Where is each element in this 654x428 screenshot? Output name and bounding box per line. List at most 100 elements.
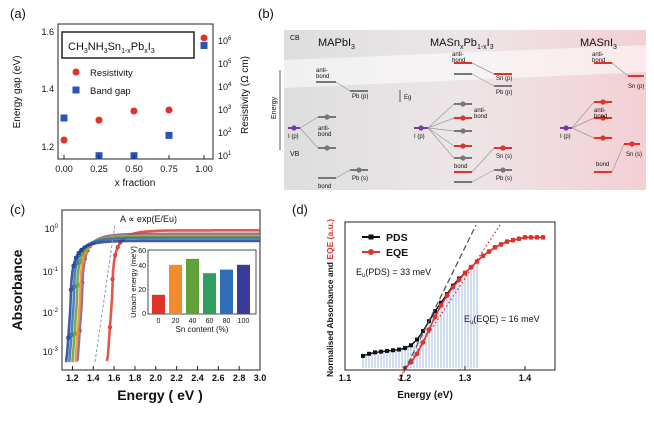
bandgap-band bbox=[284, 45, 646, 88]
a-xtick: 0.75 bbox=[160, 164, 178, 174]
urbach-annotation: A ∝ exp(E/Eu) bbox=[120, 214, 177, 224]
panel-a-xticks: 0.00 0.25 0.50 0.75 1.00 bbox=[55, 164, 213, 174]
inset-ylabel: Urbach energy (meV) bbox=[129, 246, 138, 318]
connector bbox=[611, 143, 625, 173]
connector bbox=[611, 62, 629, 77]
pb-s-label: Pb (s) bbox=[352, 176, 368, 182]
eqe-point bbox=[480, 253, 486, 259]
level-dot bbox=[356, 167, 362, 173]
pds-point bbox=[373, 350, 377, 355]
panel-d-letter: (d) bbox=[292, 202, 308, 217]
a-ytick-right: 101 bbox=[218, 151, 232, 161]
connector bbox=[427, 127, 455, 132]
c-ytick: 10-2 bbox=[43, 308, 59, 318]
level-dot bbox=[460, 128, 466, 134]
absorbance-point bbox=[113, 253, 118, 258]
sn-p-label: Sn (p) bbox=[628, 84, 644, 90]
eqe-point bbox=[510, 237, 516, 243]
bandgap-point bbox=[60, 114, 68, 122]
legend-resistivity-marker bbox=[72, 68, 80, 76]
bandgap-point bbox=[165, 131, 173, 139]
c-xtick: 3.0 bbox=[254, 373, 267, 383]
formula-text: CH3NH3Sn1-xPbxI3 bbox=[68, 41, 155, 55]
resistivity-point bbox=[60, 136, 68, 144]
pds-point bbox=[397, 347, 401, 352]
c-xtick: 1.2 bbox=[66, 373, 79, 383]
eqe-point bbox=[468, 264, 474, 270]
level-dot bbox=[460, 155, 466, 161]
energy-label: Energy bbox=[271, 96, 278, 119]
inset-ytick: 0 bbox=[142, 311, 146, 318]
inset-ytick: 20 bbox=[138, 287, 146, 294]
cb-label: CB bbox=[290, 35, 300, 42]
absorbance-point bbox=[73, 255, 79, 260]
urbach-fit-line bbox=[94, 223, 116, 363]
absorbance-point bbox=[66, 335, 71, 340]
antibond-label: anti- bbox=[474, 108, 486, 114]
antibond-label: bond bbox=[316, 74, 329, 80]
inset-ytick: 40 bbox=[138, 263, 146, 270]
eqe-point bbox=[540, 234, 546, 240]
connector bbox=[299, 127, 319, 149]
pds-point bbox=[379, 349, 383, 354]
bond-label: bond bbox=[454, 164, 467, 170]
inset-xtick: 100 bbox=[238, 318, 250, 325]
absorbance-point bbox=[76, 250, 81, 256]
i-p-label: I (p) bbox=[560, 134, 571, 140]
absorbance-curve bbox=[75, 232, 260, 362]
c-xtick: 2.8 bbox=[233, 373, 246, 383]
i-p-label: I (p) bbox=[414, 134, 425, 140]
urbach-inset: 0 20 40 60 80 100 Sn content (%) Urbach energ… bbox=[129, 246, 257, 334]
absorbance-point bbox=[107, 325, 113, 330]
urbach-bar bbox=[220, 269, 233, 314]
panel-b: (b) CB VB Energy MAPbI3 MASnxPb1-xI3 MAS… bbox=[258, 6, 646, 190]
panel-a-yticks-left: 1.2 1.4 1.6 bbox=[41, 27, 54, 152]
bond-label: bond bbox=[318, 184, 331, 190]
eqe-point bbox=[504, 239, 510, 245]
i-p-label: I (p) bbox=[288, 134, 299, 140]
a-xlabel: x fraction bbox=[115, 178, 156, 189]
connector bbox=[471, 62, 495, 75]
d-xtick: 1.1 bbox=[339, 373, 352, 383]
inset-ytick: 60 bbox=[138, 248, 146, 255]
pds-point bbox=[367, 351, 371, 356]
absorbance-point bbox=[115, 245, 120, 250]
eqe-urbach-annotation: Eu(EQE) = 16 meV bbox=[464, 314, 540, 326]
urbach-bar bbox=[203, 273, 216, 314]
panel-c: (c) A ∝ exp(E/Eu) 10-3 10-2 10-1 100 Abs… bbox=[9, 202, 266, 403]
pds-fit-line bbox=[399, 224, 477, 381]
legend-pds-label: PDS bbox=[386, 232, 408, 244]
a-xtick: 0.50 bbox=[125, 164, 143, 174]
a-ytick-right: 102 bbox=[218, 128, 232, 138]
pds-point bbox=[409, 343, 413, 348]
pb-s-label: Pb (s) bbox=[496, 176, 512, 182]
bond-label: bond bbox=[596, 162, 609, 168]
antibond-label: bond bbox=[474, 114, 487, 120]
eqe-point bbox=[438, 303, 444, 308]
a-ytick-left: 1.4 bbox=[41, 84, 54, 94]
antibond-label: anti- bbox=[592, 52, 604, 58]
level-dot bbox=[600, 135, 606, 141]
legend-pds-marker bbox=[368, 234, 374, 240]
panel-d: (d) PDS EQE Eu(PDS) = 33 meV Eu(EQE) = 1… bbox=[292, 202, 556, 401]
level-dot bbox=[600, 99, 606, 105]
legend-eqe-label: EQE bbox=[386, 247, 408, 259]
level-dot bbox=[460, 115, 466, 121]
d-ylabel: Normalised Absorbance and EQE (a.u.) bbox=[325, 219, 335, 377]
eqe-point bbox=[450, 284, 456, 290]
sn-p-label: Sn (p) bbox=[496, 76, 512, 82]
eqe-point bbox=[498, 242, 504, 247]
pds-point bbox=[433, 309, 437, 314]
eqe-point bbox=[414, 351, 420, 357]
connector bbox=[571, 127, 595, 139]
inset-bars bbox=[152, 258, 250, 314]
connector bbox=[471, 147, 495, 173]
antibond-label: anti- bbox=[318, 126, 330, 132]
urbach-bar bbox=[186, 258, 199, 314]
absorbance-curve bbox=[68, 236, 260, 363]
legend-bandgap-label: Band gap bbox=[90, 86, 131, 97]
inset-xlabel: Sn content (%) bbox=[176, 325, 229, 334]
connector bbox=[299, 116, 319, 129]
panel-a: (a) CH3NH3Sn1-xPbxI3 Resistivity Band ga… bbox=[10, 6, 251, 189]
